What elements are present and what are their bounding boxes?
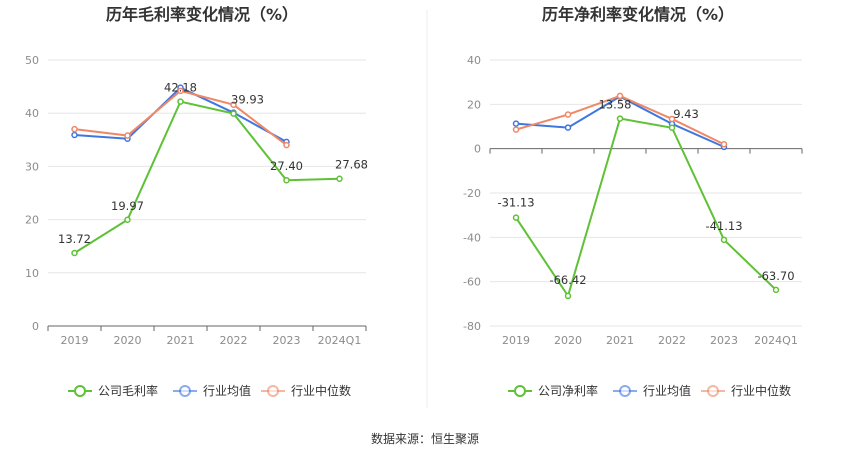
x-tick-label: 2020 [554,334,582,347]
y-tick-label: 20 [25,214,39,227]
series-line [73,100,340,254]
legend-marker [179,385,191,397]
data-label: 13.72 [58,232,91,246]
y-tick-label: 50 [25,54,39,67]
y-tick-label: -60 [463,276,481,289]
data-label: 13.58 [599,98,632,112]
data-label: 27.40 [270,159,303,173]
x-tick-label: 2019 [502,334,530,347]
x-tick-label: 2023 [273,334,301,347]
chart-title: 历年净利率变化情况（%） [542,5,734,24]
data-point [124,216,131,224]
data-point [668,124,676,132]
x-tick-label: 2021 [606,334,634,347]
legend-marker [267,385,279,397]
legend-marker [707,385,719,397]
legend-item: 行业中位数 [701,383,791,398]
y-tick-label: 0 [32,320,39,333]
data-point [71,249,78,257]
data-label: 19.97 [111,199,144,213]
data-label: -66.42 [549,273,586,287]
data-point [71,125,78,133]
data-label: 27.68 [335,158,368,172]
legend-label: 行业均值 [643,383,691,398]
data-point [564,111,572,118]
data-point [230,110,237,117]
x-tick-label: 2024Q1 [318,334,362,347]
data-point [512,126,520,133]
legend-marker [74,385,86,397]
data-point [177,87,184,95]
legend-item: 行业中位数 [261,383,351,398]
legend-item: 公司毛利率 [68,383,158,398]
data-label: 42.18 [164,81,197,95]
data-point [283,141,290,149]
x-tick-label: 2023 [710,334,738,347]
legend-item: 行业均值 [613,383,691,398]
gross-margin-chart: 历年毛利率变化情况（%） 0 10 20 30 40 50 2019 2020 2021 2022 2… [25,5,368,398]
x-tick-label: 2021 [167,334,195,347]
data-point [616,92,624,100]
y-tick-label: 20 [467,98,481,111]
data-point [668,115,676,123]
y-tick-label: 10 [25,267,39,280]
y-tick-label: -80 [463,320,481,333]
series-line [515,117,777,299]
data-label: 9.43 [673,107,699,121]
data-label: -41.13 [705,219,742,233]
legend-label: 行业中位数 [291,383,351,398]
x-tick-label: 2020 [114,334,142,347]
data-point [512,214,520,221]
data-point [720,140,728,148]
data-point [772,286,780,294]
x-tick-label: 2024Q1 [754,334,798,347]
legend-label: 行业均值 [203,383,251,398]
x-tick-label: 2022 [658,334,686,347]
legend-label: 公司毛利率 [98,383,158,398]
data-label: -31.13 [497,196,534,210]
net-margin-chart: 历年净利率变化情况（%） -80 -60 -40 -20 0 20 40 2019 2020 202… [463,5,803,398]
chart-title: 历年毛利率变化情况（%） [106,5,298,24]
data-point [336,175,343,182]
data-point [512,120,520,127]
data-point [720,236,728,244]
x-tick-label: 2019 [61,334,89,347]
data-point [124,132,131,139]
y-tick-label: 40 [467,54,481,67]
legend-item: 公司净利率 [508,383,598,398]
data-label: 39.93 [231,93,264,107]
legend-item: 行业均值 [173,383,251,398]
data-point [177,98,184,105]
legend-marker [619,385,631,397]
y-tick-label: -20 [463,187,481,200]
y-tick-label: 40 [25,107,39,120]
data-label: -63.70 [757,269,794,283]
y-tick-label: 0 [474,143,481,156]
data-point [230,101,237,108]
data-point [564,124,572,131]
data-point [564,292,572,300]
data-point [71,131,78,139]
data-source-note: 数据来源：恒生聚源 [370,432,479,446]
y-tick-label: 30 [25,160,39,173]
legend-marker [514,385,526,397]
data-point [616,115,624,122]
data-point [283,176,290,184]
x-tick-label: 2022 [220,334,248,347]
legend-label: 公司净利率 [538,383,598,398]
legend-label: 行业中位数 [731,383,791,398]
y-tick-label: -40 [463,231,481,244]
